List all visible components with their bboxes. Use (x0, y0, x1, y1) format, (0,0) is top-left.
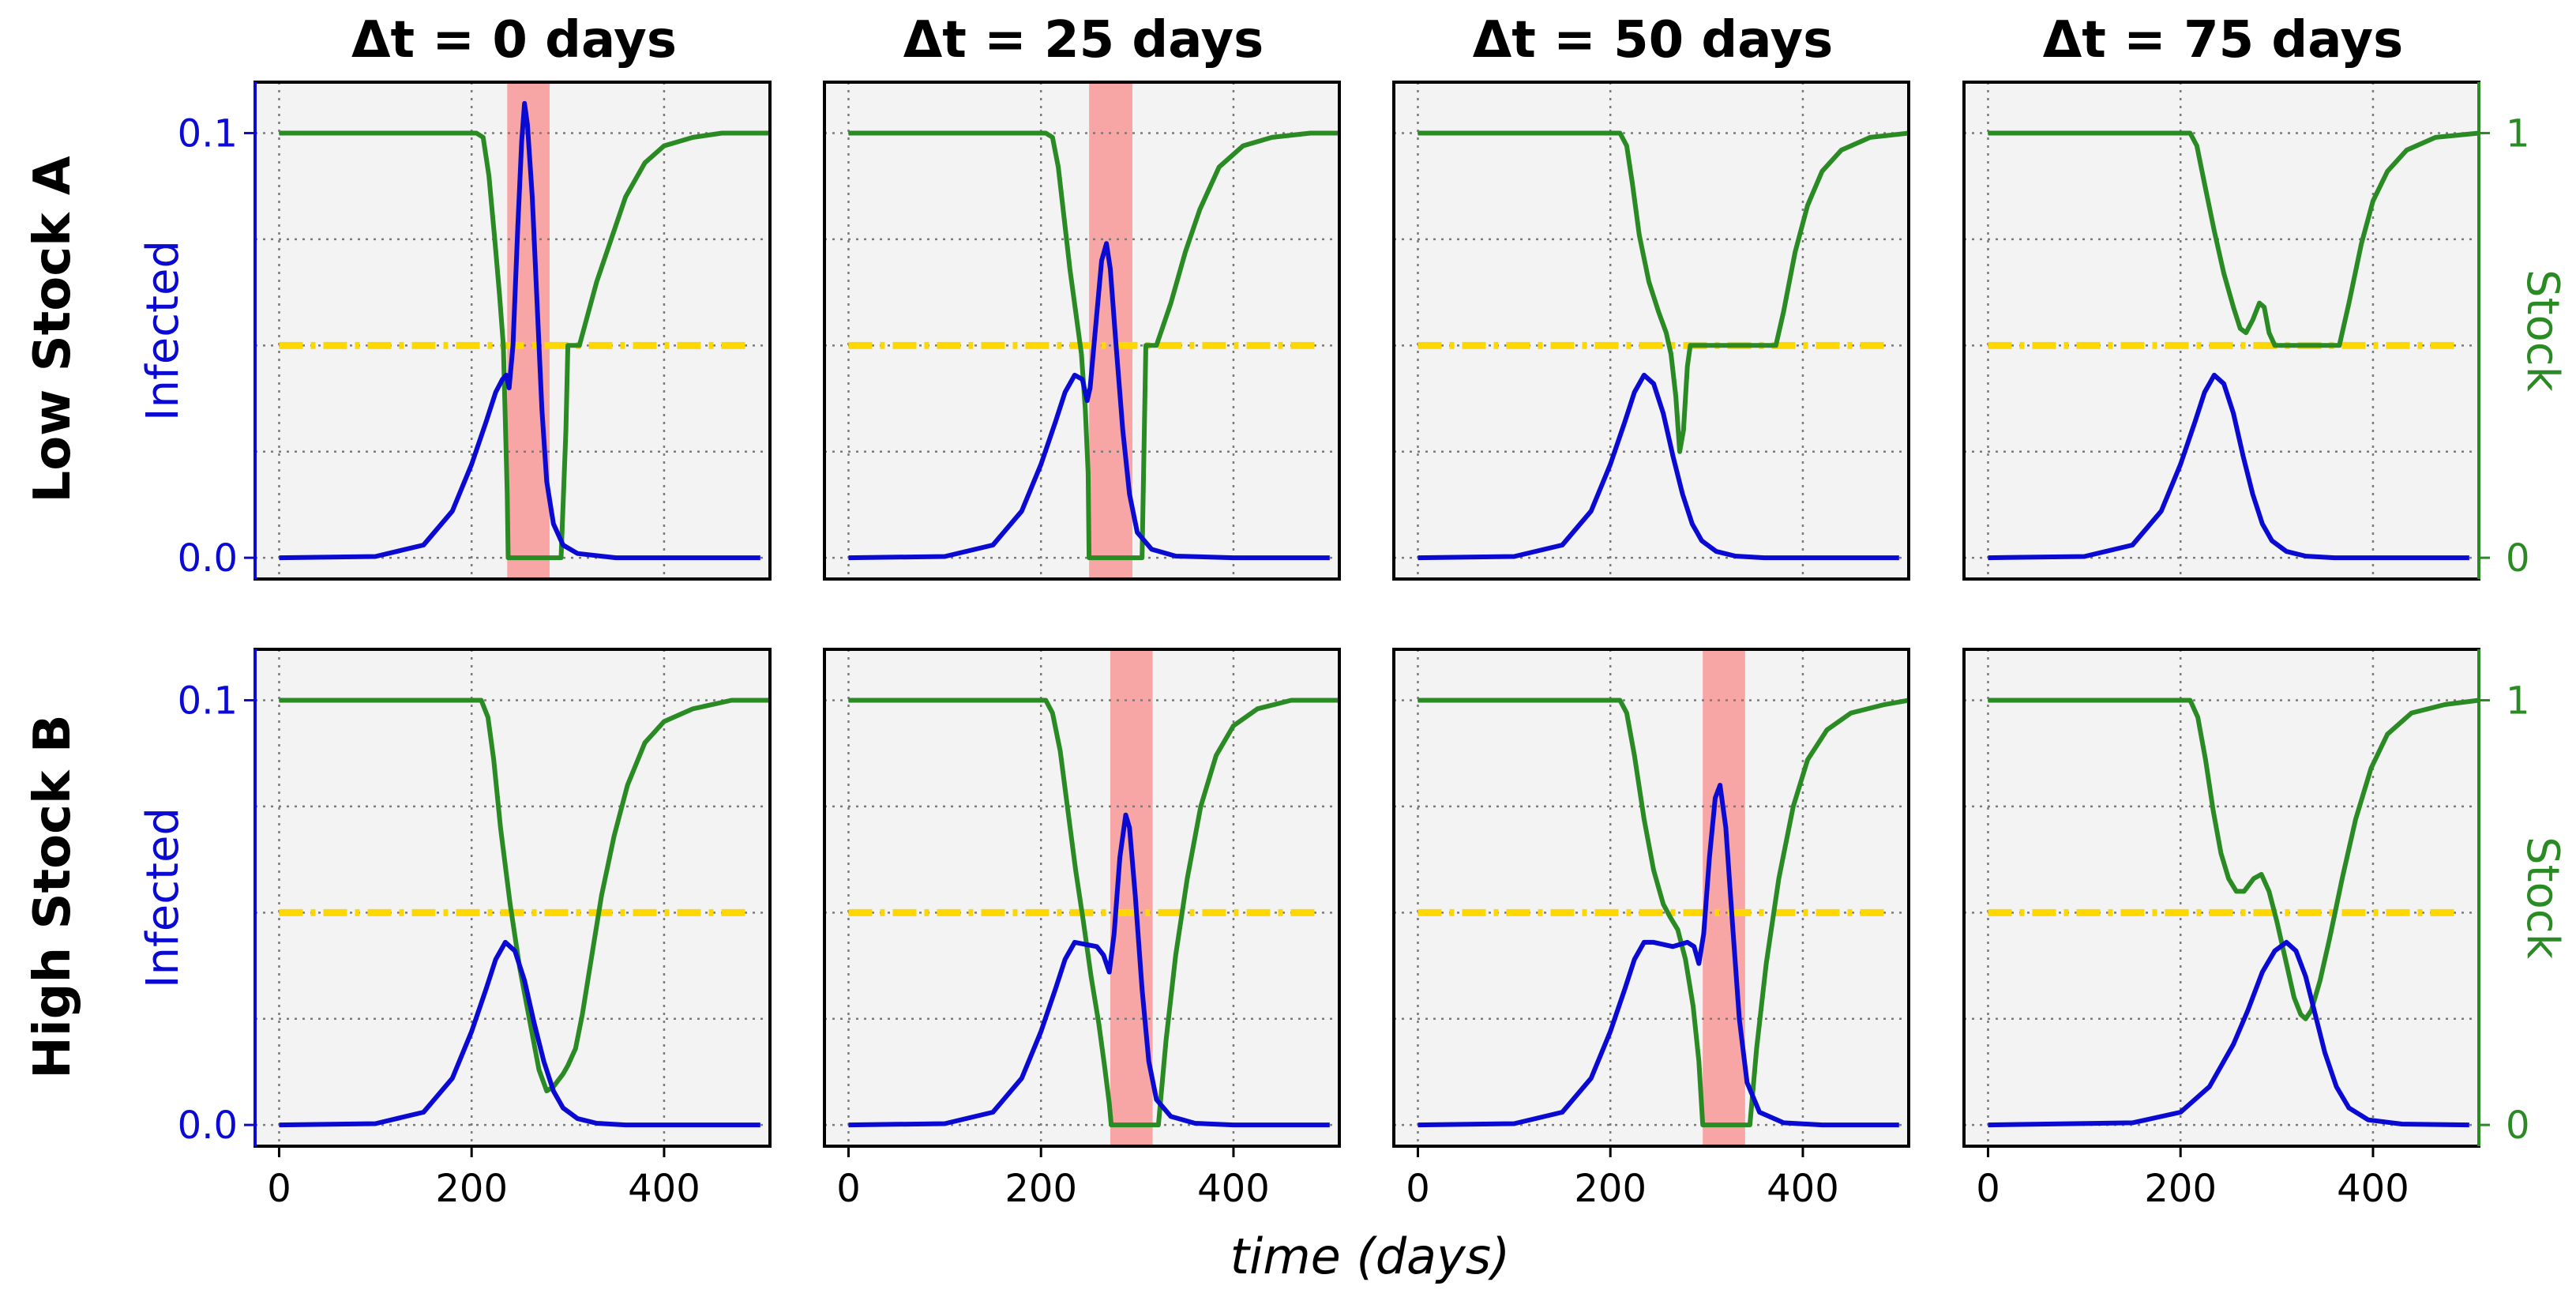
stock-series (848, 130, 1339, 561)
x-tick-label: 0 (1976, 1167, 2000, 1211)
stock-series (1988, 698, 2480, 1021)
x-tick-label: 0 (1406, 1167, 1430, 1211)
left-tick-label: 0.0 (178, 536, 238, 581)
panel-background (255, 649, 770, 1146)
panel-frame (823, 648, 1341, 1148)
right-axis-label: Stock (2517, 837, 2568, 960)
left-axis-label: Infected (137, 807, 189, 988)
panel-background (824, 82, 1339, 579)
shortage-band (1703, 649, 1745, 1146)
x-tick-label: 0 (836, 1167, 861, 1211)
x-tick-label: 200 (2144, 1167, 2217, 1211)
left-axis-label: Infected (137, 240, 189, 421)
panel-r0-c2 (1392, 81, 1910, 581)
left-tick-label: 0.1 (178, 679, 238, 724)
infected-series (1988, 939, 2469, 1128)
stock-series (1418, 130, 1909, 454)
infected-series (1418, 783, 1899, 1128)
stock-series (1418, 698, 1909, 1128)
x-tick-label: 400 (2337, 1167, 2409, 1211)
column-title-2: Δt = 50 days (1473, 11, 1834, 70)
x-tick-label: 400 (628, 1167, 700, 1211)
infected-series (848, 241, 1330, 561)
x-tick-label: 200 (435, 1167, 508, 1211)
infected-series (1988, 372, 2469, 561)
x-axis-label: time (days) (1230, 1228, 1511, 1285)
panel-r1-c2: 0 200 400 (1392, 648, 1910, 1211)
panel-frame (1392, 81, 1910, 581)
titles-layer: Δt = 0 days Δt = 25 days Δt = 50 days Δt… (24, 11, 2403, 1285)
right-tick-label: 1 (2506, 679, 2530, 724)
stock-series (848, 698, 1339, 1128)
right-tick-label: 1 (2506, 112, 2530, 156)
left-tick-label: 0.0 (178, 1104, 238, 1148)
x-tick-label: 400 (1767, 1167, 1839, 1211)
column-title-1: Δt = 25 days (903, 11, 1264, 70)
row-title-1: High Stock B (24, 714, 82, 1078)
panel-background (1394, 82, 1909, 579)
stock-series (279, 130, 770, 561)
right-tick-label: 0 (2506, 536, 2530, 581)
right-axis-label: Stock (2517, 269, 2568, 393)
infected-series (279, 939, 760, 1128)
row-title-0: Low Stock A (24, 156, 82, 503)
column-title-0: Δt = 0 days (351, 11, 677, 70)
panel-frame (823, 81, 1341, 581)
x-tick-label: 400 (1197, 1167, 1270, 1211)
x-tick-label: 200 (1004, 1167, 1077, 1211)
infected-series (1418, 372, 1899, 561)
panel-r1-c0: 0.0 0.1 Infected 0 200 400 (137, 648, 772, 1211)
infected-series (848, 812, 1330, 1128)
panels-layer: 0.0 0.1 Infected 0 1 Stock 0.0 0.1 Infected 0 200 4… (137, 81, 2568, 1211)
left-tick-label: 0.1 (178, 112, 238, 156)
panel-frame (1392, 648, 1910, 1148)
x-tick-label: 200 (1574, 1167, 1647, 1211)
stock-series (279, 698, 770, 1094)
x-tick-label: 0 (267, 1167, 291, 1211)
panel-r0-c3: 0 1 Stock (1962, 81, 2568, 581)
panel-r1-c1: 0 200 400 (823, 648, 1341, 1211)
column-title-3: Δt = 75 days (2043, 11, 2404, 70)
panel-r0-c0: 0.0 0.1 Infected (137, 81, 772, 581)
right-tick-label: 0 (2506, 1104, 2530, 1148)
stock-series (1988, 130, 2480, 348)
infected-series (279, 100, 760, 561)
panel-r1-c3: 0 1 Stock 0 200 400 (1962, 648, 2568, 1211)
panel-r0-c1 (823, 81, 1341, 581)
